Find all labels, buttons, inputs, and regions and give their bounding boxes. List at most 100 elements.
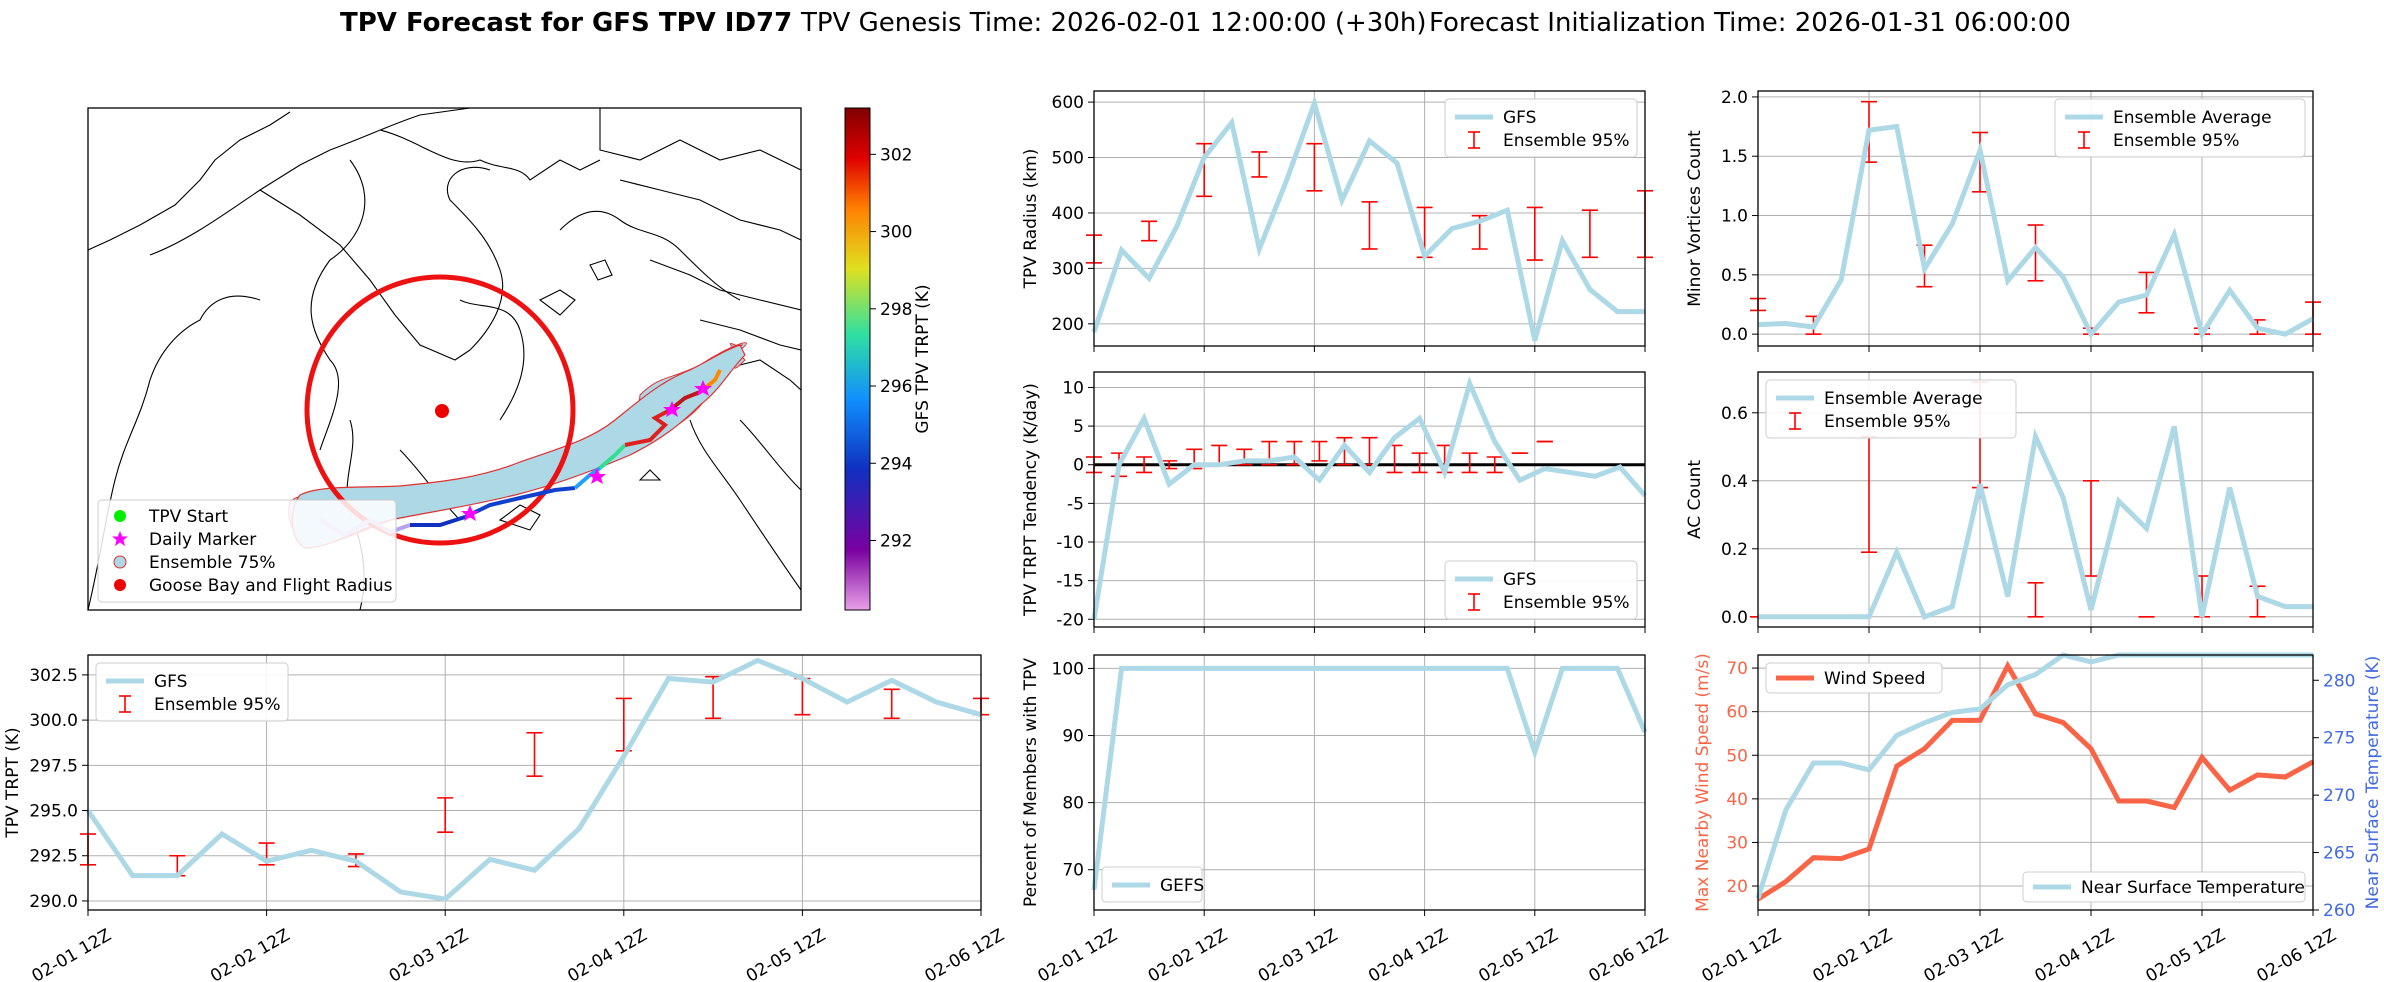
trpt-legend-label-0: GFS [154,672,187,692]
tendency-ytick-label-4: -10 [1056,533,1084,553]
tendency-ytick-label-0: 10 [1062,378,1084,398]
daily-marker-2 [588,468,606,484]
trpt-legend-label-1: Ensemble 95% [154,695,281,715]
colorbar-tick-label-0: 292 [880,531,912,551]
members-ylabel: Percent of Members with TPV [1021,658,1041,907]
wind-ytick-label-1: 30 [1726,833,1748,853]
wind-ytick-label-3: 50 [1726,746,1748,766]
legend-ensemble-icon [113,555,127,569]
wind-xtick-label-5: 02-06 12Z [2254,925,2340,982]
panel-ac-count: 0.0 0.2 0.4 0.6 AC Count Ensemble Average Ense… [1685,371,2314,633]
wind-ytick-label-2: 40 [1726,790,1748,810]
colorbar-tick-label-1: 294 [880,454,912,474]
colorbar-tick-label-3: 298 [880,300,912,320]
trpt-series-line [85,657,982,902]
legend-tpv-start: TPV Start [148,507,229,527]
wind-ytick2-label-0: 260 [2323,901,2355,921]
ac-legend-label-1: Ensemble 95% [1824,412,1951,432]
members-ytick-label-1: 80 [1062,794,1084,814]
trpt-ytick-label-5: 302.5 [29,666,78,686]
ac-ytick-label-1: 0.2 [1721,540,1748,560]
radius-series-line [1091,95,1645,342]
members-ytick-label-0: 70 [1062,861,1084,881]
minor-ytick-label-1: 0.5 [1721,266,1748,286]
trpt-xtick-label-5: 02-06 12Z [922,925,1008,982]
trpt-xtick-label-0: 02-01 12Z [29,925,115,982]
wind-ylabel: Max Nearby Wind Speed (m/s) [1693,653,1713,912]
tendency-legend-label-0: GFS [1503,570,1536,590]
title-genesis: TPV Genesis Time: 2026-02-01 12:00:00 (+… [800,8,1427,38]
wind-xtick-label-2: 02-03 12Z [1921,925,2007,982]
radius-ylabel: TPV Radius (km) [1021,149,1041,290]
minor-ytick-label-2: 1.0 [1721,207,1748,227]
trpt-ylabel: TPV TRPT (K) [3,727,23,838]
tendency-ytick-label-2: 0 [1073,456,1084,476]
goose-bay-marker [435,404,449,418]
members-xtick-label-0: 02-01 12Z [1035,925,1121,982]
colorbar [844,107,871,611]
tendency-series-line [1091,376,1647,620]
colorbar-tick-label-2: 296 [880,377,912,397]
members-xtick-label-2: 02-03 12Z [1255,925,1341,982]
trpt-ytick-label-2: 295.0 [29,802,78,822]
title-init: Forecast Initialization Time: 2026-01-31… [1429,8,2071,38]
radius-ytick-label-2: 400 [1052,204,1084,224]
trpt-xtick-label-2: 02-03 12Z [386,925,472,982]
wind-xtick-label-3: 02-04 12Z [2032,925,2118,982]
wind-frame [1757,654,2314,911]
members-xtick-label-4: 02-05 12Z [1475,925,1561,982]
minor-legend [2054,98,2306,158]
temp-legend-label: Near Surface Temperature [2081,878,2305,898]
ac-ytick-label-2: 0.4 [1721,472,1748,492]
radius-ytick-label-3: 500 [1052,149,1084,169]
legend-goose-bay-icon [114,579,126,591]
ac-ytick-label-0: 0.0 [1721,608,1748,628]
panel-wind-temperature: 02-01 12Z 02-02 12Z 02-03 12Z 02-04 12Z 02-0… [1693,652,2383,982]
ac-legend-label-0: Ensemble Average [1824,389,1983,409]
members-ytick-label-2: 90 [1062,727,1084,747]
ac-series-line [1758,425,2313,620]
members-series-line [1091,665,1648,891]
legend-daily-marker: Daily Marker [149,530,256,550]
minor-ytick-label-3: 1.5 [1721,147,1748,167]
temp-legend [2022,871,2306,903]
legend-goose-bay: Goose Bay and Flight Radius [149,576,393,596]
tpv-track [318,369,722,538]
wind-legend-label: Wind Speed [1824,669,1925,689]
wind-xtick-label-4: 02-05 12Z [2143,925,2229,982]
ac-frame [1757,371,2314,628]
trpt-frame [87,654,982,911]
daily-marker-4 [694,380,712,396]
flight-radius-circle [304,274,576,546]
title-bold: TPV Forecast for GFS TPV ID77 [340,8,792,38]
wind-speed-line [1756,660,2315,902]
members-xtick-label-5: 02-06 12Z [1586,925,1672,982]
tendency-legend [1444,560,1638,620]
minor-ytick-label-4: 2.0 [1721,88,1748,108]
trpt-xtick-label-3: 02-04 12Z [564,925,650,982]
tendency-ytick-label-5: -15 [1056,572,1084,592]
members-xtick-label-1: 02-02 12Z [1145,925,1231,982]
legend-tpv-start-icon [114,510,126,522]
trpt-xtick-label-1: 02-02 12Z [207,925,293,982]
members-ytick-label-3: 100 [1052,659,1084,679]
panel-minor-vortices: 0.0 0.5 1.0 1.5 2.0 Minor Vortices Count Ensem… [1685,88,2321,352]
colorbar-tick-label-4: 300 [880,223,912,243]
wind-ytick2-label-3: 275 [2323,729,2355,749]
trpt-ytick-label-1: 292.5 [29,847,78,867]
tendency-ytick-label-1: 5 [1073,417,1084,437]
wind-legend [1765,662,1943,694]
radius-legend-label-0: GFS [1503,108,1536,128]
members-legend-label-0: GEFS [1160,876,1204,896]
members-xtick-label-3: 02-04 12Z [1365,925,1451,982]
tendency-frame [1093,371,1646,628]
wind-ylabel2: Near Surface Temperature (K) [2363,656,2383,910]
panel-tpv-trpt: 02-01 12Z 02-02 12Z 02-03 12Z 02-04 12Z 02-0… [3,654,1008,982]
trpt-xtick-label-4: 02-05 12Z [743,925,829,982]
radius-ytick-label-0: 200 [1052,315,1084,335]
radius-ytick-label-1: 300 [1052,259,1084,279]
legend-ensemble: Ensemble 75% [149,553,276,573]
map-panel: TPV Start Daily Marker Ensemble 75% Goos… [87,107,933,611]
trpt-legend [95,662,289,722]
wind-xtick-label-1: 02-02 12Z [1810,925,1896,982]
